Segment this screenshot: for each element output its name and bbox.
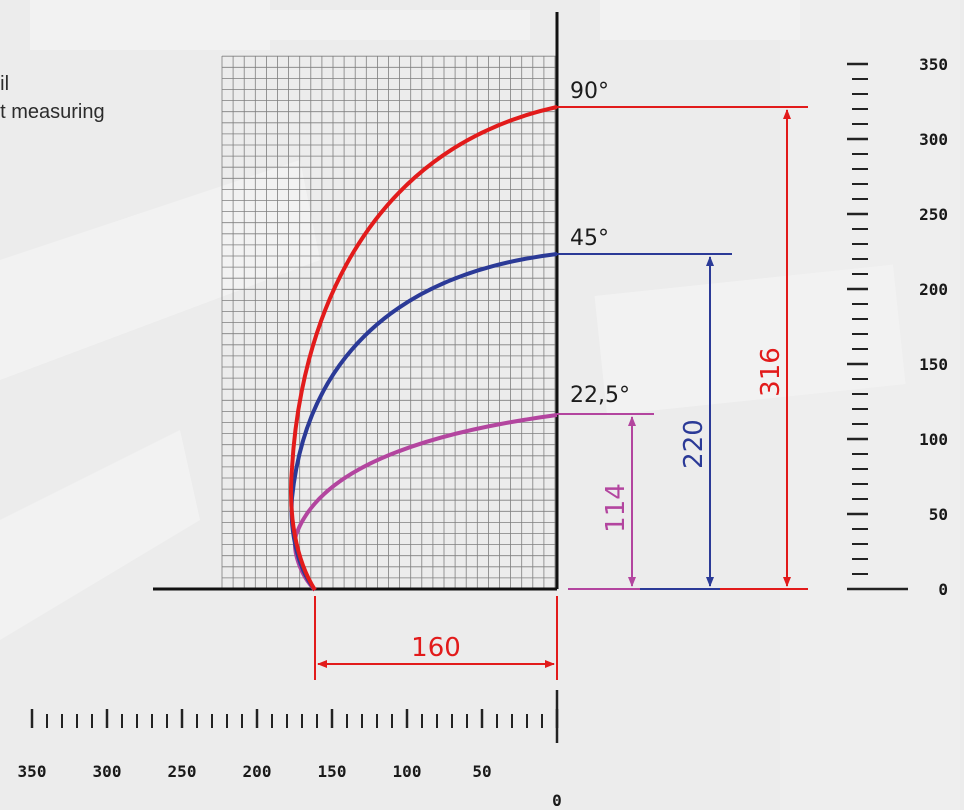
horizontal-tick-label: 0 (552, 791, 562, 810)
horizontal-tick-label: 250 (168, 762, 197, 781)
caption-line-2: ht measuring (0, 101, 105, 123)
vertical-tick-label: 200 (919, 280, 948, 299)
angle-label-45: 45° (570, 226, 609, 251)
curve-90-degree (288, 105, 558, 592)
horizontal-ruler: 350 300 250 200 150 100 50 0 (18, 690, 562, 810)
horizontal-tick-label: 200 (243, 762, 272, 781)
vertical-tick-label: 300 (919, 130, 948, 149)
vertical-tick-label: 50 (929, 505, 948, 524)
curve-22-5-degree (293, 413, 558, 592)
caption: oil ht measuring (0, 70, 105, 126)
height-label-114: 114 (601, 483, 631, 533)
horizontal-tick-label: 300 (93, 762, 122, 781)
vertical-tick-label: 0 (938, 580, 948, 599)
vertical-tick-label: 250 (919, 205, 948, 224)
measurement-grid (221, 55, 557, 590)
height-label-220: 220 (679, 419, 709, 469)
vertical-tick-label: 150 (919, 355, 948, 374)
horizontal-tick-label: 100 (393, 762, 422, 781)
angle-label-90: 90° (570, 79, 609, 104)
horizontal-tick-label: 50 (472, 762, 491, 781)
vertical-tick-label: 350 (919, 55, 948, 74)
vertical-ruler: 350 300 250 200 150 100 50 0 (847, 55, 948, 599)
width-label-160: 160 (411, 633, 461, 663)
angle-label-22-5: 22,5° (570, 383, 630, 408)
horizontal-tick-label: 350 (18, 762, 47, 781)
caption-line-1: oil (0, 73, 10, 95)
horizontal-tick-label: 150 (318, 762, 347, 781)
height-label-316: 316 (756, 347, 786, 397)
vertical-tick-label: 100 (919, 430, 948, 449)
